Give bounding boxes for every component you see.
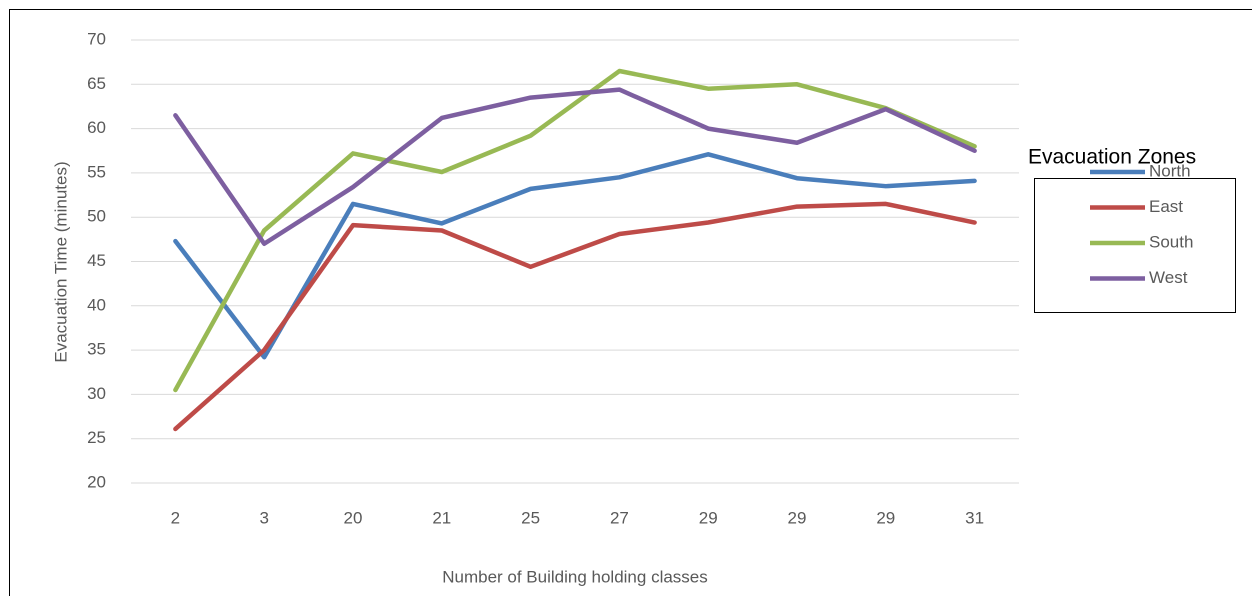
legend-label: South [1149,232,1193,251]
series-line [173,201,977,432]
legend-title: Evacuation Zones [1028,146,1196,169]
y-tick-label: 55 [87,162,106,181]
x-tick-label: 27 [610,508,629,527]
y-tick-label: 35 [87,340,106,359]
series-line [173,152,977,360]
y-tick-label: 25 [87,428,106,447]
y-tick-label: 60 [87,118,106,137]
y-axis-title: Evacuation Time (minutes) [51,161,70,362]
y-tick-label: 45 [87,251,106,270]
x-axis-title: Number of Building holding classes [442,567,708,586]
legend-label: North [1149,161,1191,180]
legend-label: East [1149,197,1183,216]
x-tick-label: 29 [699,508,718,527]
x-tick-label: 31 [965,508,984,527]
x-tick-label: 2 [171,508,180,527]
series-line [173,87,977,247]
x-tick-label: 29 [876,508,895,527]
y-tick-label: 50 [87,207,106,226]
legend-box [1034,178,1236,313]
x-tick-label: 21 [432,508,451,527]
y-tick-label: 65 [87,74,106,93]
y-tick-label: 70 [87,29,106,48]
chart-border [9,9,1252,596]
y-tick-label: 40 [87,295,106,314]
y-tick-label: 20 [87,472,106,491]
x-tick-label: 29 [788,508,807,527]
x-tick-label: 3 [259,508,268,527]
legend-label: West [1149,268,1188,287]
x-tick-label: 20 [344,508,363,527]
y-tick-label: 30 [87,384,106,403]
series-line [173,68,977,393]
x-tick-label: 25 [521,508,540,527]
